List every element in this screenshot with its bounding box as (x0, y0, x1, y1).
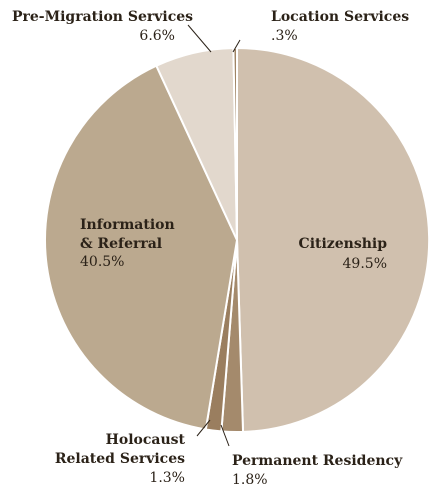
leader-line-pre-migration (187, 24, 212, 53)
label-pre-migration-pct: 6.6% (139, 28, 175, 44)
label-holocaust-name-line1: Holocaust (106, 432, 186, 448)
pie-slice-citizenship (236, 46, 431, 433)
label-holocaust-name-line2: Related Services (55, 451, 185, 467)
leader-line-permanent-residency (220, 424, 230, 447)
label-citizenship-name: Citizenship (299, 236, 388, 252)
label-permanent-residency-name: Permanent Residency (232, 453, 403, 469)
label-info-referral-pct: 40.5% (80, 254, 124, 270)
label-info-referral-name-line1: Information (80, 217, 175, 233)
label-info-referral-name-line2: & Referral (80, 236, 162, 252)
label-permanent-residency-pct: 1.8% (232, 472, 268, 488)
label-pre-migration-name: Pre-Migration Services (12, 9, 193, 25)
label-location-pct: .3% (271, 28, 298, 44)
label-holocaust-pct: 1.3% (149, 470, 185, 486)
pie-slice-info-referral (44, 64, 239, 431)
pie-slices (44, 46, 431, 434)
leader-line-location (232, 39, 241, 53)
label-citizenship-pct: 49.5% (343, 256, 387, 272)
leader-line-holocaust (196, 419, 211, 437)
label-location-name: Location Services (271, 9, 409, 25)
